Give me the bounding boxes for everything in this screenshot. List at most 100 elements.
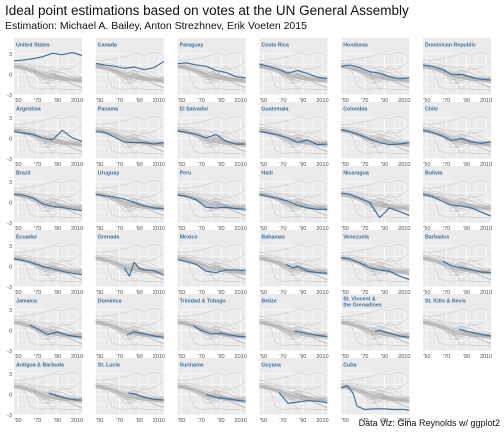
x-tick-label: '90 <box>299 226 306 232</box>
x-tick-label: '70 <box>279 354 286 360</box>
background-series-line <box>128 72 164 81</box>
strip-background <box>95 294 164 310</box>
background-series-line <box>259 320 328 335</box>
facet-label: Colombia <box>343 107 367 113</box>
x-tick-label: '70 <box>198 162 205 168</box>
background-series-line <box>341 190 410 207</box>
highlight-series-line <box>177 130 246 145</box>
strip-background <box>259 230 328 246</box>
x-tick-label: '90 <box>54 162 61 168</box>
x-tick-label: 2010 <box>316 290 328 296</box>
x-tick-label: '90 <box>299 354 306 360</box>
background-series-line <box>95 194 164 211</box>
background-series-line <box>291 200 328 209</box>
highlight-series-line <box>259 193 328 210</box>
x-tick-label: '50 <box>260 162 267 168</box>
x-tick-label: '70 <box>279 162 286 168</box>
x-tick-label: '90 <box>217 226 224 232</box>
x-tick-label: 2010 <box>398 98 410 104</box>
background-series-line <box>422 257 492 283</box>
background-series-line <box>95 372 164 382</box>
background-series-line <box>287 74 328 82</box>
x-tick-label: '50 <box>96 98 103 104</box>
background-series-line <box>278 328 328 340</box>
background-series-line <box>375 264 410 273</box>
strip-background <box>341 38 410 54</box>
background-series-line <box>287 394 328 402</box>
strip-background <box>14 38 82 54</box>
background-series-line <box>442 264 492 276</box>
x-tick-label: '70 <box>279 226 286 232</box>
facet-panel: Dominican Republic '50 '70 '90 2010 <box>422 38 492 104</box>
x-tick-label: '50 <box>342 290 349 296</box>
background-series-line <box>128 264 164 273</box>
background-series-line <box>455 200 492 209</box>
facet-label: Honduras <box>343 43 368 49</box>
background-series-line <box>341 193 410 219</box>
facet-panel: Argentina -3 0 3 '50 '70 '90 2010 <box>7 102 83 168</box>
x-tick-label: 2010 <box>153 418 165 424</box>
highlight-series-line <box>95 193 164 210</box>
facet-panel: Grenada '50 '70 '90 2010 <box>95 230 165 296</box>
x-tick-label: '50 <box>342 354 349 360</box>
facet-label: St. Vincent & the Grenadines <box>343 297 382 309</box>
background-series-line <box>115 328 164 340</box>
x-tick-label: 2010 <box>235 162 247 168</box>
x-tick-label: '50 <box>260 290 267 296</box>
x-tick-label: '70 <box>116 162 123 168</box>
facet-panel: Guyana '50 '70 '90 2010 <box>259 358 329 424</box>
strip-background <box>177 166 246 182</box>
background-series-line <box>48 72 82 81</box>
x-tick-label: 2010 <box>71 226 83 232</box>
background-series-line <box>13 384 83 399</box>
x-tick-label: '90 <box>136 98 143 104</box>
x-tick-label: '50 <box>14 162 21 168</box>
x-tick-label: 2010 <box>153 226 165 232</box>
x-tick-label: '90 <box>381 162 388 168</box>
strip-background <box>341 358 410 374</box>
background-series-line <box>13 318 83 335</box>
background-series-line <box>278 136 328 148</box>
y-tick-label: 3 <box>9 244 12 250</box>
facet-panel: Barbados '50 '70 '90 2010 <box>422 230 492 296</box>
highlight-series-line <box>13 129 83 142</box>
background-series-line <box>177 244 246 254</box>
background-series-line <box>360 136 410 148</box>
background-series-line <box>422 192 492 207</box>
x-tick-label: 2010 <box>71 354 83 360</box>
x-tick-label: 2010 <box>153 162 165 168</box>
strip-background <box>341 166 410 182</box>
background-series-line <box>95 128 164 154</box>
strip-background <box>177 38 246 54</box>
background-series-line <box>259 126 328 143</box>
strip-background <box>423 102 491 118</box>
background-series-line <box>341 384 410 399</box>
x-tick-label: '70 <box>116 226 123 232</box>
background-series-line <box>13 385 83 411</box>
x-tick-label: '90 <box>217 290 224 296</box>
background-series-line <box>422 256 492 282</box>
background-series-line <box>341 192 410 207</box>
background-series-line <box>422 65 492 91</box>
x-tick-label: '50 <box>342 226 349 232</box>
background-series-line <box>341 244 410 254</box>
background-series-line <box>259 254 328 271</box>
background-series-line <box>212 392 246 401</box>
chart-title: Ideal point estimations based on votes a… <box>5 3 409 18</box>
highlight-series-line <box>123 261 165 277</box>
y-tick-label: 3 <box>9 180 12 186</box>
background-series-line <box>177 372 246 382</box>
background-series-line <box>278 264 328 276</box>
highlight-series-line <box>341 129 410 146</box>
background-series-line <box>13 64 83 90</box>
background-series-line <box>13 66 83 83</box>
background-series-line <box>48 200 82 209</box>
strip-background <box>95 230 164 246</box>
x-tick-label: 2010 <box>480 290 492 296</box>
background-series-line <box>95 254 164 271</box>
background-series-line <box>95 180 164 190</box>
x-tick-label: 2010 <box>316 226 328 232</box>
background-series-line <box>42 202 83 210</box>
x-tick-label: '70 <box>34 226 41 232</box>
background-series-line <box>422 126 492 143</box>
